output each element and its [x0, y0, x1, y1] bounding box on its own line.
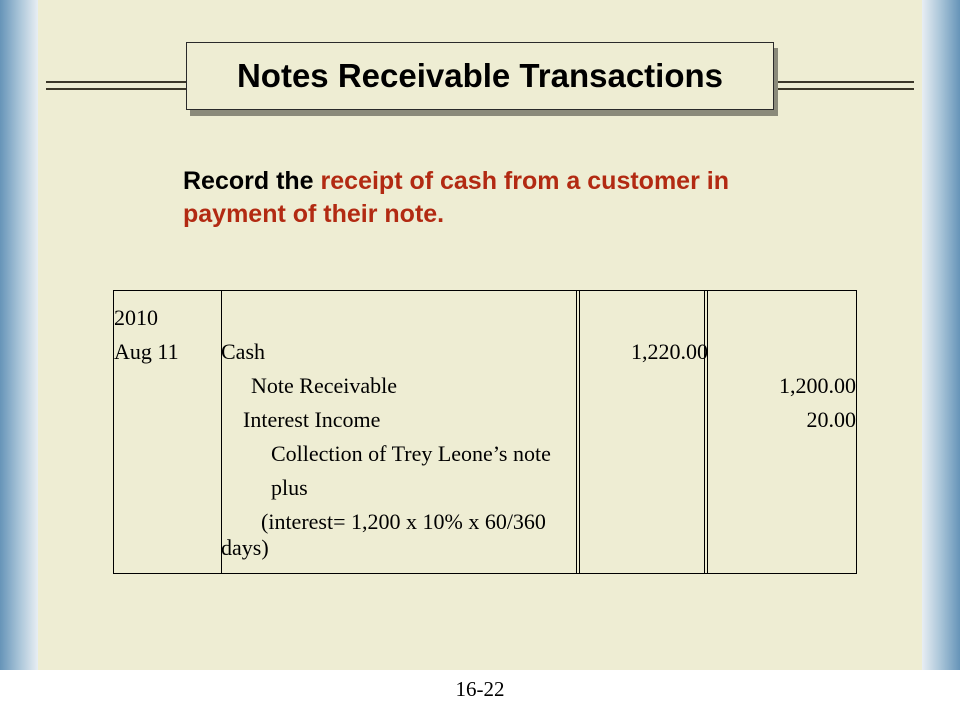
- journal-account: Interest Income: [221, 407, 380, 432]
- title-box: Notes Receivable Transactions: [186, 42, 774, 110]
- journal-memo: (interest= 1,200 x 10% x 60/360 days): [221, 509, 546, 560]
- journal-account: Note Receivable: [221, 373, 397, 398]
- journal-empty: [708, 505, 856, 565]
- journal-rule-credit: [704, 291, 708, 573]
- journal-row: (interest= 1,200 x 10% x 60/360 days): [114, 505, 856, 565]
- journal-credit: 20.00: [708, 403, 856, 437]
- slide-background: Notes Receivable Transactions Record the…: [38, 0, 922, 670]
- journal-debit: [580, 369, 708, 403]
- journal-empty: [114, 471, 221, 505]
- slide-title: Notes Receivable Transactions: [237, 57, 723, 95]
- journal-empty: [580, 471, 708, 505]
- journal-credit: 1,200.00: [708, 369, 856, 403]
- instruction-text: Record the receipt of cash from a custom…: [183, 165, 817, 230]
- journal-empty: [708, 471, 856, 505]
- journal-credit: [708, 335, 856, 369]
- journal-empty: [114, 369, 221, 403]
- journal-row: Interest Income 20.00: [114, 403, 856, 437]
- journal-rule-date: [221, 291, 222, 573]
- gradient-left: [0, 0, 38, 670]
- journal-date: Aug 11: [114, 335, 221, 369]
- instruction-part1: Record the: [183, 167, 321, 195]
- journal-empty: [580, 505, 708, 565]
- journal-row: Aug 11 Cash 1,220.00: [114, 335, 856, 369]
- journal-debit: [580, 403, 708, 437]
- journal-empty: [580, 301, 708, 335]
- journal-empty: [114, 437, 221, 471]
- journal-debit: 1,220.00: [580, 335, 708, 369]
- journal-empty: [114, 403, 221, 437]
- journal-year: 2010: [114, 301, 221, 335]
- journal-rule-debit: [576, 291, 580, 573]
- journal-empty: [114, 505, 221, 565]
- journal-empty: [580, 437, 708, 471]
- journal-empty: [708, 301, 856, 335]
- journal-row: Collection of Trey Leone’s note: [114, 437, 856, 471]
- gradient-right: [922, 0, 960, 670]
- journal-empty: [221, 301, 580, 335]
- journal-row: plus: [114, 471, 856, 505]
- journal-account: Cash: [221, 335, 580, 369]
- journal-memo: Collection of Trey Leone’s note: [221, 441, 551, 466]
- journal-entry-box: 2010 Aug 11 Cash 1,220.00 Note Receivabl…: [113, 290, 857, 574]
- journal-row: Note Receivable 1,200.00: [114, 369, 856, 403]
- page-number: 16-22: [0, 677, 960, 702]
- journal-table: 2010 Aug 11 Cash 1,220.00 Note Receivabl…: [114, 301, 856, 565]
- journal-memo: plus: [221, 475, 308, 500]
- journal-year-row: 2010: [114, 301, 856, 335]
- journal-empty: [708, 437, 856, 471]
